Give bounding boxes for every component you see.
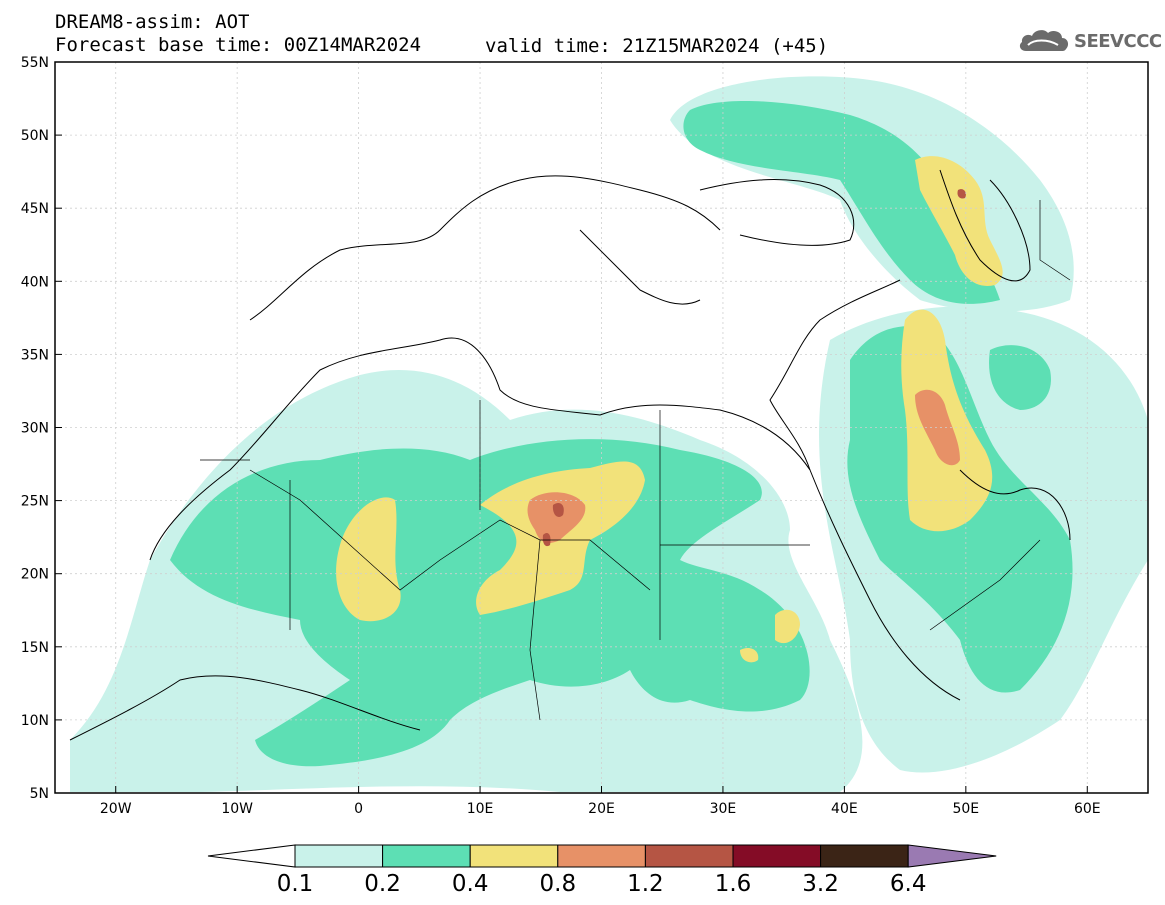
lon-tick-label: 10E xyxy=(467,801,494,817)
aot-band-0.8-central xyxy=(527,492,586,543)
lat-tick-label: 20N xyxy=(21,567,49,583)
colorbar-segment xyxy=(469,844,559,868)
lon-tick-label: 0 xyxy=(354,801,363,817)
lon-tick-label: 50E xyxy=(952,801,979,817)
colorbar-label: 1.6 xyxy=(715,871,752,897)
colorbar-high-arrow xyxy=(907,844,997,868)
lon-tick-label: 40E xyxy=(831,801,858,817)
colorbar-segment xyxy=(294,844,384,868)
aot-band-1.2-c xyxy=(957,189,966,199)
lon-tick-label: 60E xyxy=(1074,801,1101,817)
colorbar-segment xyxy=(820,844,909,868)
longitude-ticks: 20W 10W 0 10E 20E 30E 40E 50E 60E xyxy=(100,786,1101,817)
aot-band-0.4-sudan xyxy=(775,609,800,644)
country-borders xyxy=(200,200,1071,721)
logo-text: SEEVCCC xyxy=(1074,30,1162,52)
valid-time: valid time: 21Z15MAR2024 (+45) xyxy=(485,35,829,57)
lat-tick-label: 50N xyxy=(21,128,49,144)
aot-band-0.8-mideast xyxy=(915,389,960,466)
colorbar-label: 0.4 xyxy=(452,871,489,897)
lat-tick-label: 10N xyxy=(21,713,49,729)
colorbar-label: 1.2 xyxy=(627,871,664,897)
colorbar-segment xyxy=(732,844,822,868)
colorbar-label: 0.8 xyxy=(540,871,577,897)
lat-tick-label: 5N xyxy=(30,786,49,802)
lon-tick-label: 20W xyxy=(100,801,132,817)
lon-tick-label: 10W xyxy=(221,801,253,817)
colorbar: 0.1 0.2 0.4 0.8 1.2 1.6 3.2 6.4 xyxy=(207,844,997,897)
lat-tick-label: 30N xyxy=(21,421,49,437)
aot-band-0.2-north xyxy=(683,100,1000,304)
lat-tick-label: 40N xyxy=(21,274,49,290)
aot-band-0.4-west xyxy=(336,497,401,622)
lon-tick-label: 20E xyxy=(588,801,615,817)
aot-band-1.2 xyxy=(552,503,564,517)
lat-tick-label: 55N xyxy=(21,55,49,71)
aot-band-0.2-east xyxy=(989,345,1051,410)
lat-tick-label: 25N xyxy=(21,494,49,510)
lat-tick-label: 45N xyxy=(21,201,49,217)
colorbar-label: 0.2 xyxy=(364,871,401,897)
seevccc-logo: SEEVCCC xyxy=(1018,26,1162,56)
coastlines xyxy=(69,169,1071,741)
colorbar-label: 0.1 xyxy=(277,871,314,897)
colorbar-label: 3.2 xyxy=(802,871,839,897)
aot-band-1.2-b xyxy=(542,533,551,547)
lon-tick-label: 30E xyxy=(710,801,737,817)
colorbar-segment xyxy=(382,844,471,868)
latitude-ticks: 55N 50N 45N 40N 35N 30N 25N 20N 15N 10N 5N xyxy=(21,55,62,802)
lat-tick-label: 35N xyxy=(21,347,49,363)
colorbar-label: 6.4 xyxy=(890,871,927,897)
lat-tick-label: 15N xyxy=(21,640,49,656)
colorbar-segment xyxy=(557,844,646,868)
forecast-base-time: Forecast base time: 00Z14MAR2024 xyxy=(55,34,422,56)
map-title: DREAM8-assim: AOT xyxy=(55,11,250,33)
colorbar-segment xyxy=(644,844,734,868)
aot-band-0.4-sudan2 xyxy=(740,648,759,663)
cloud-icon xyxy=(1019,30,1069,51)
aot-fields xyxy=(70,76,1148,792)
colorbar-low-arrow xyxy=(207,844,296,868)
